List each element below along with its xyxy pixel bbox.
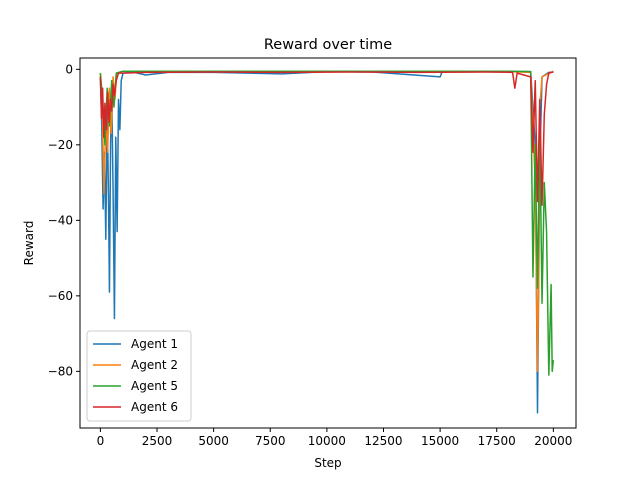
x-axis-label: Step [314, 456, 341, 470]
legend-label: Agent 5 [131, 379, 178, 393]
legend-label: Agent 2 [131, 358, 178, 372]
x-tick-label: 15000 [421, 434, 459, 448]
x-tick-label: 17500 [478, 434, 516, 448]
y-axis-label: Reward [22, 221, 36, 266]
legend-label: Agent 1 [131, 337, 178, 351]
x-tick-label: 5000 [198, 434, 229, 448]
x-axis: 0 2500 5000 7500 10000 12500 15000 17500 20000 [97, 428, 572, 448]
series-line-4 [99, 71, 554, 206]
legend-label: Agent 6 [131, 400, 178, 414]
plot-frame [79, 57, 577, 429]
legend-frame [86, 330, 192, 422]
x-tick-label: 2500 [142, 434, 173, 448]
x-tick-label: 7500 [255, 434, 286, 448]
series-line-2 [99, 70, 554, 373]
x-tick-label: 10000 [308, 434, 346, 448]
y-axis: 0 −20 −40 −60 −80 [48, 62, 80, 378]
y-tick-label: −40 [48, 213, 73, 227]
series-line-3 [99, 70, 555, 376]
chart-title: Reward over time [264, 37, 392, 53]
y-tick-label: 0 [65, 62, 73, 76]
y-tick-label: −20 [48, 138, 73, 152]
y-tick-label: −80 [48, 364, 73, 378]
series-layer [99, 70, 555, 414]
x-tick-label: 12500 [364, 434, 402, 448]
legend: Agent 1 Agent 2 Agent 5 Agent 6 [86, 330, 192, 422]
x-tick-label: 20000 [534, 434, 572, 448]
y-tick-label: −60 [48, 289, 73, 303]
x-tick-label: 0 [97, 434, 105, 448]
